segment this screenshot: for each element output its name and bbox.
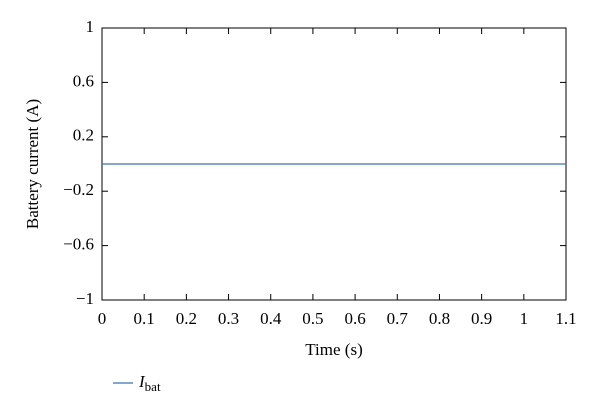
x-tick-label: 0.2 bbox=[176, 309, 197, 328]
x-tick-label: 0.1 bbox=[134, 309, 155, 328]
x-tick-label: 0.3 bbox=[218, 309, 239, 328]
legend-label: Ibat bbox=[138, 372, 161, 394]
x-axis-label: Time (s) bbox=[305, 340, 362, 359]
y-tick-label: −1 bbox=[76, 289, 94, 308]
y-tick-label: −0.6 bbox=[63, 235, 94, 254]
x-tick-label: 0.8 bbox=[429, 309, 450, 328]
x-tick-label: 0.9 bbox=[471, 309, 492, 328]
y-tick-label: 0.6 bbox=[73, 71, 94, 90]
x-tick-label: 0.4 bbox=[260, 309, 282, 328]
x-tick-label: 1.1 bbox=[555, 309, 576, 328]
y-tick-label: 1 bbox=[86, 17, 95, 36]
x-tick-label: 1 bbox=[520, 309, 529, 328]
x-tick-label: 0 bbox=[98, 309, 107, 328]
x-tick-label: 0.5 bbox=[302, 309, 323, 328]
y-tick-label: −0.2 bbox=[63, 180, 94, 199]
y-axis-label: Battery current (A) bbox=[23, 99, 42, 229]
x-tick-label: 0.6 bbox=[344, 309, 365, 328]
y-tick-label: 0.2 bbox=[73, 126, 94, 145]
x-tick-label: 0.7 bbox=[387, 309, 409, 328]
